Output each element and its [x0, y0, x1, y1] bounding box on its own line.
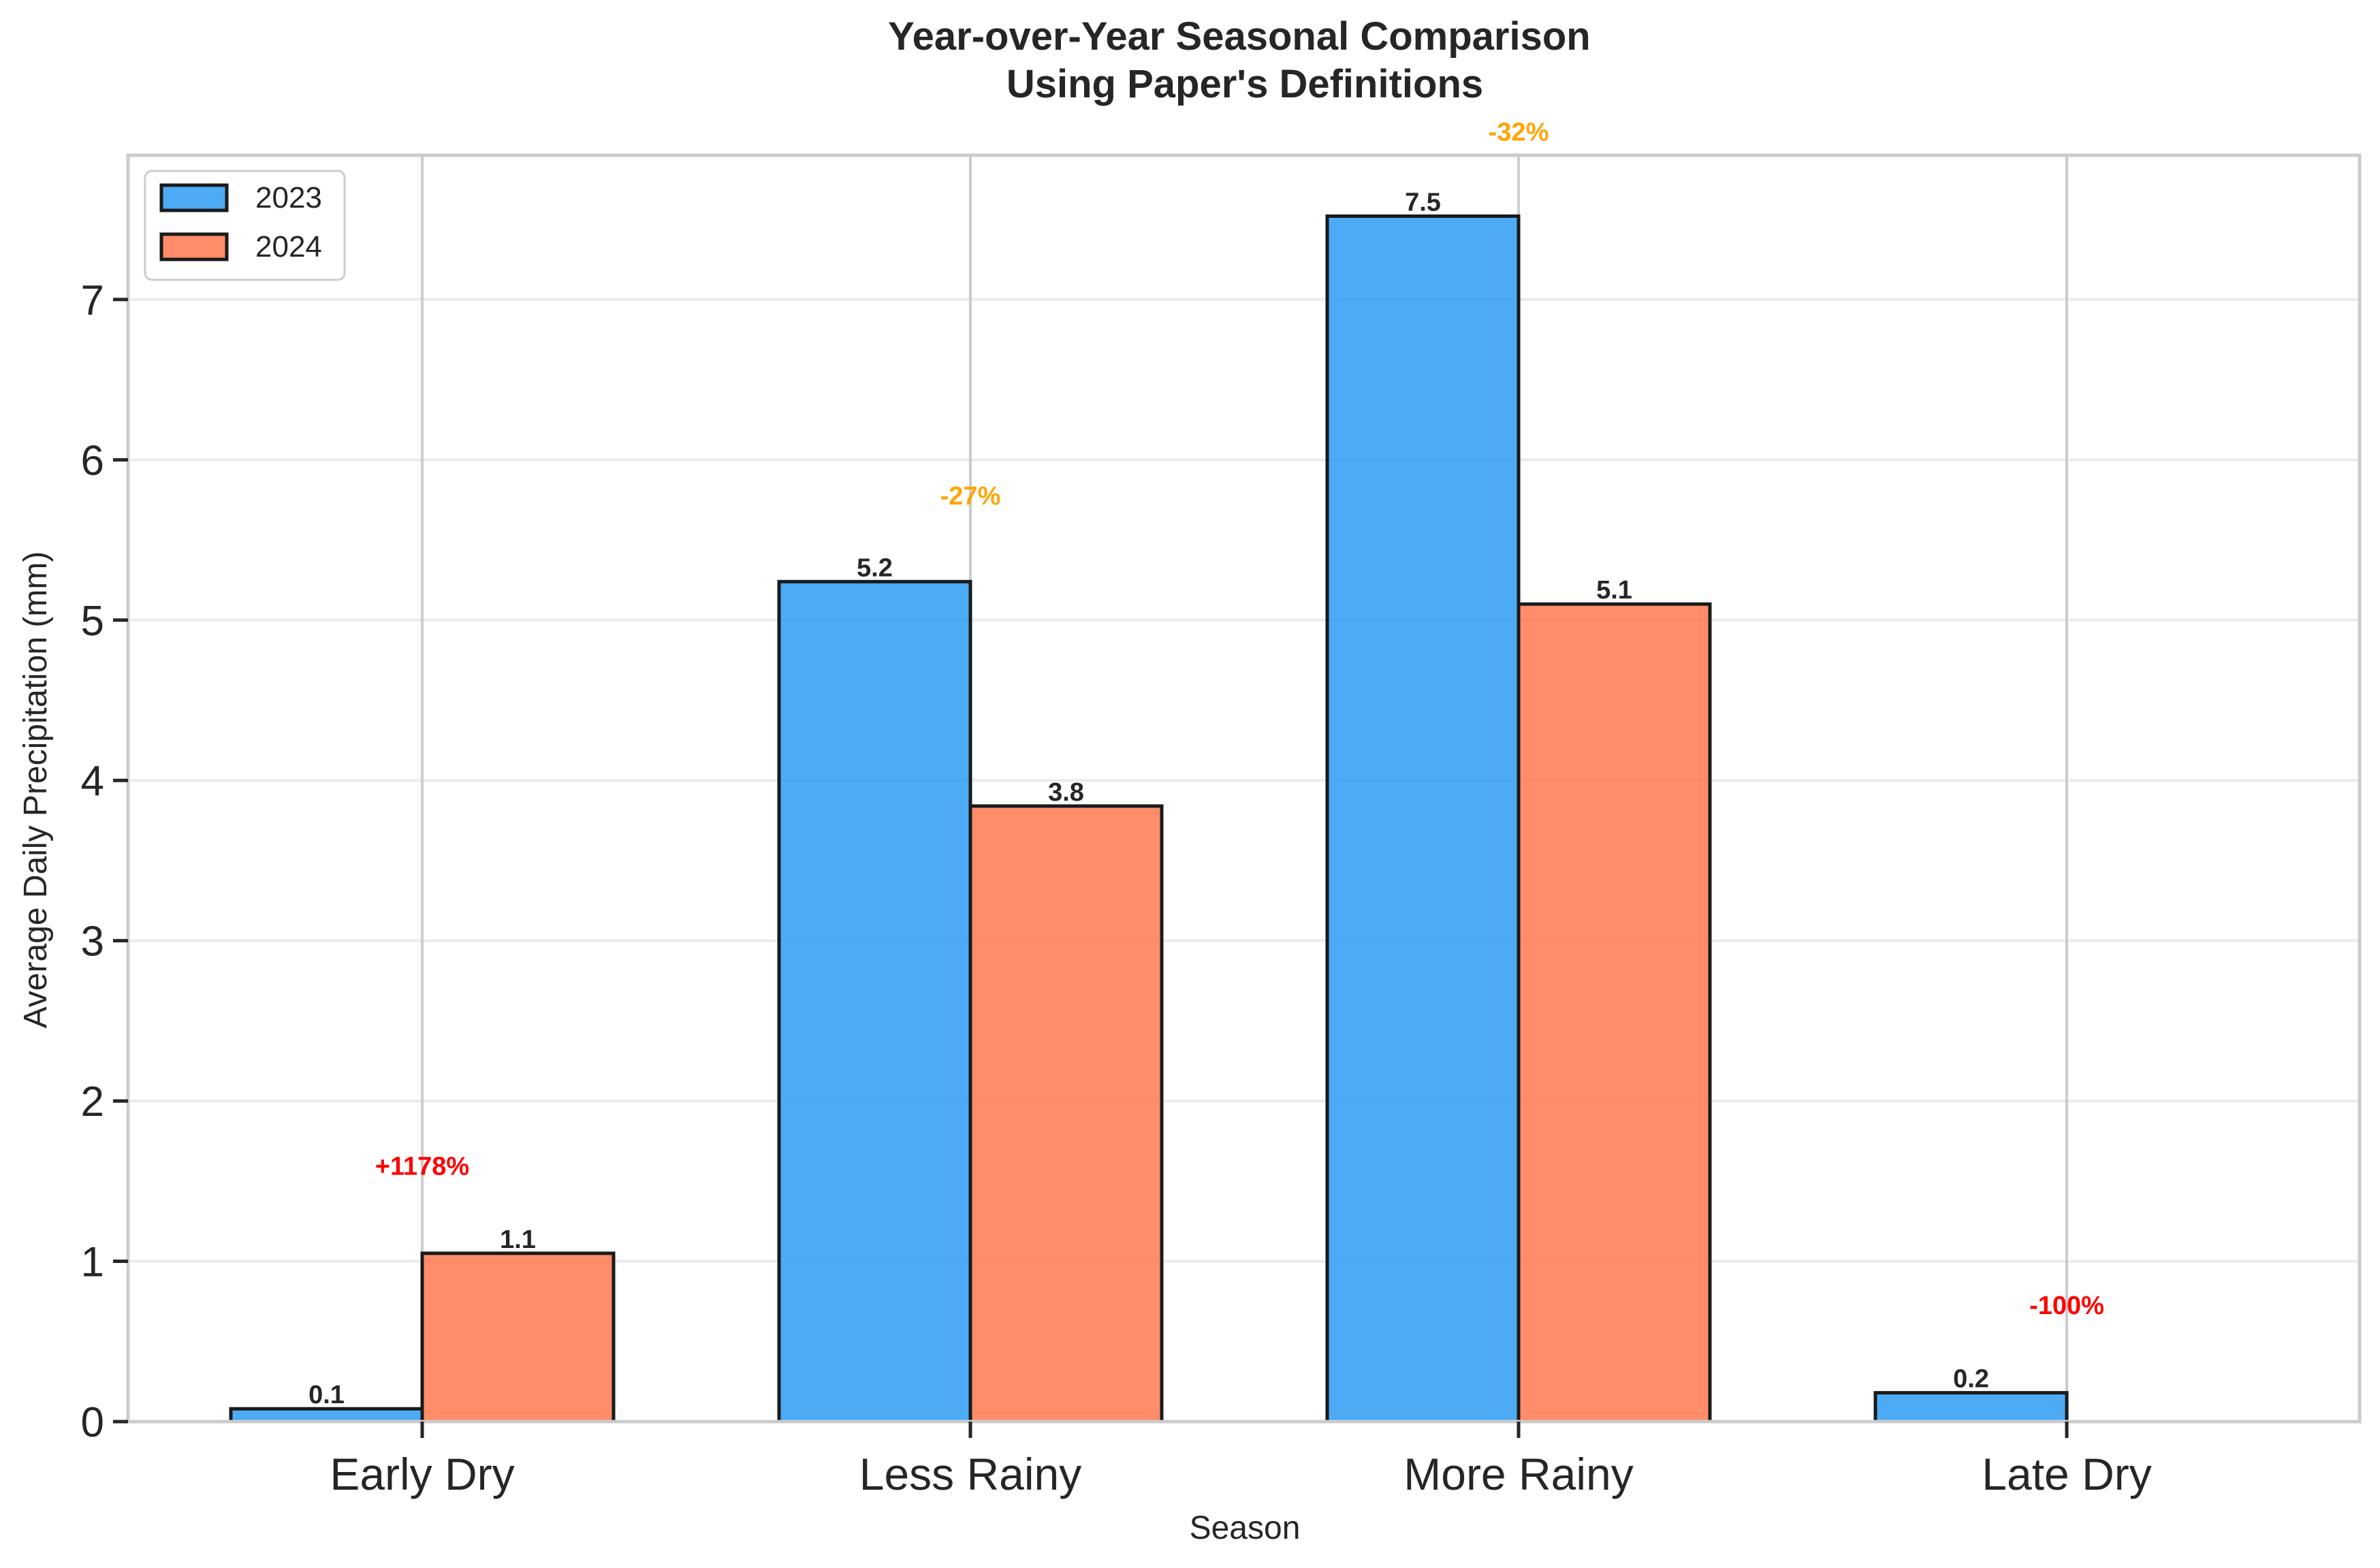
bar-value-label: 0.1 — [308, 1381, 345, 1409]
bar-value-label: 3.8 — [1048, 778, 1084, 807]
chart-title-line-1: Year-over-Year Seasonal Comparison — [888, 14, 1591, 59]
bar-value-label: 5.1 — [1596, 576, 1632, 605]
y-tick-label: 5 — [81, 598, 104, 645]
legend-label-2023: 2023 — [255, 181, 322, 214]
bars — [229, 214, 2069, 1424]
chart-title-line-2: Using Paper's Definitions — [1006, 62, 1483, 106]
legend-label-2024: 2024 — [255, 230, 322, 263]
x-tick-label: Early Dry — [330, 1449, 514, 1499]
bar-2023-early-dry — [229, 1407, 424, 1424]
bar-2024-early-dry — [420, 1251, 616, 1424]
x-tick-label: Late Dry — [1982, 1449, 2151, 1499]
percent-change-label: -27% — [940, 482, 1001, 511]
y-axis-label: Average Daily Precipitation (mm) — [18, 551, 54, 1029]
bar-value-label: 7.5 — [1405, 188, 1441, 217]
bar-2023-more-rainy — [1325, 214, 1521, 1424]
plot-frame — [126, 153, 2362, 1424]
bar-2024-less-rainy — [968, 804, 1164, 1424]
x-tick-label: More Rainy — [1403, 1449, 1633, 1499]
percent-change-label: +1178% — [375, 1152, 469, 1181]
legend-swatch-2023 — [159, 183, 229, 212]
x-tick-label: Less Rainy — [859, 1449, 1082, 1499]
y-tick-label: 0 — [81, 1399, 104, 1446]
bar-2023-less-rainy — [777, 579, 972, 1424]
percent-change-labels: +1178% -27% -32% -100% — [375, 118, 2104, 1320]
y-axis-ticks: 0 1 2 3 4 5 6 7 — [81, 277, 128, 1446]
bar-2023-late-dry — [1873, 1391, 2069, 1424]
x-axis-ticks: Early Dry Less Rainy More Rainy Late Dry — [330, 1422, 2152, 1499]
percent-change-label: -32% — [1489, 118, 1549, 147]
chart-title: Year-over-Year Seasonal Comparison Using… — [888, 14, 1602, 106]
y-tick-label: 6 — [81, 437, 104, 484]
data-labels: 0.1 5.2 7.5 0.2 1.1 3.8 5.1 — [308, 188, 1989, 1409]
bar-value-label: 5.2 — [857, 554, 893, 582]
bar-2024-more-rainy — [1517, 602, 1712, 1424]
legend-swatch-2024 — [159, 232, 229, 261]
bar-value-label: 0.2 — [1953, 1365, 1989, 1394]
bar-value-label: 1.1 — [500, 1226, 536, 1254]
percent-change-label: -100% — [2029, 1292, 2104, 1320]
y-tick-label: 2 — [81, 1078, 104, 1125]
legend: 2023 2024 — [144, 170, 346, 281]
y-tick-label: 7 — [81, 277, 104, 324]
y-tick-label: 4 — [81, 758, 104, 805]
y-tick-label: 1 — [81, 1239, 104, 1286]
x-axis-label: Season — [1190, 1510, 1301, 1546]
y-tick-label: 3 — [81, 918, 104, 965]
